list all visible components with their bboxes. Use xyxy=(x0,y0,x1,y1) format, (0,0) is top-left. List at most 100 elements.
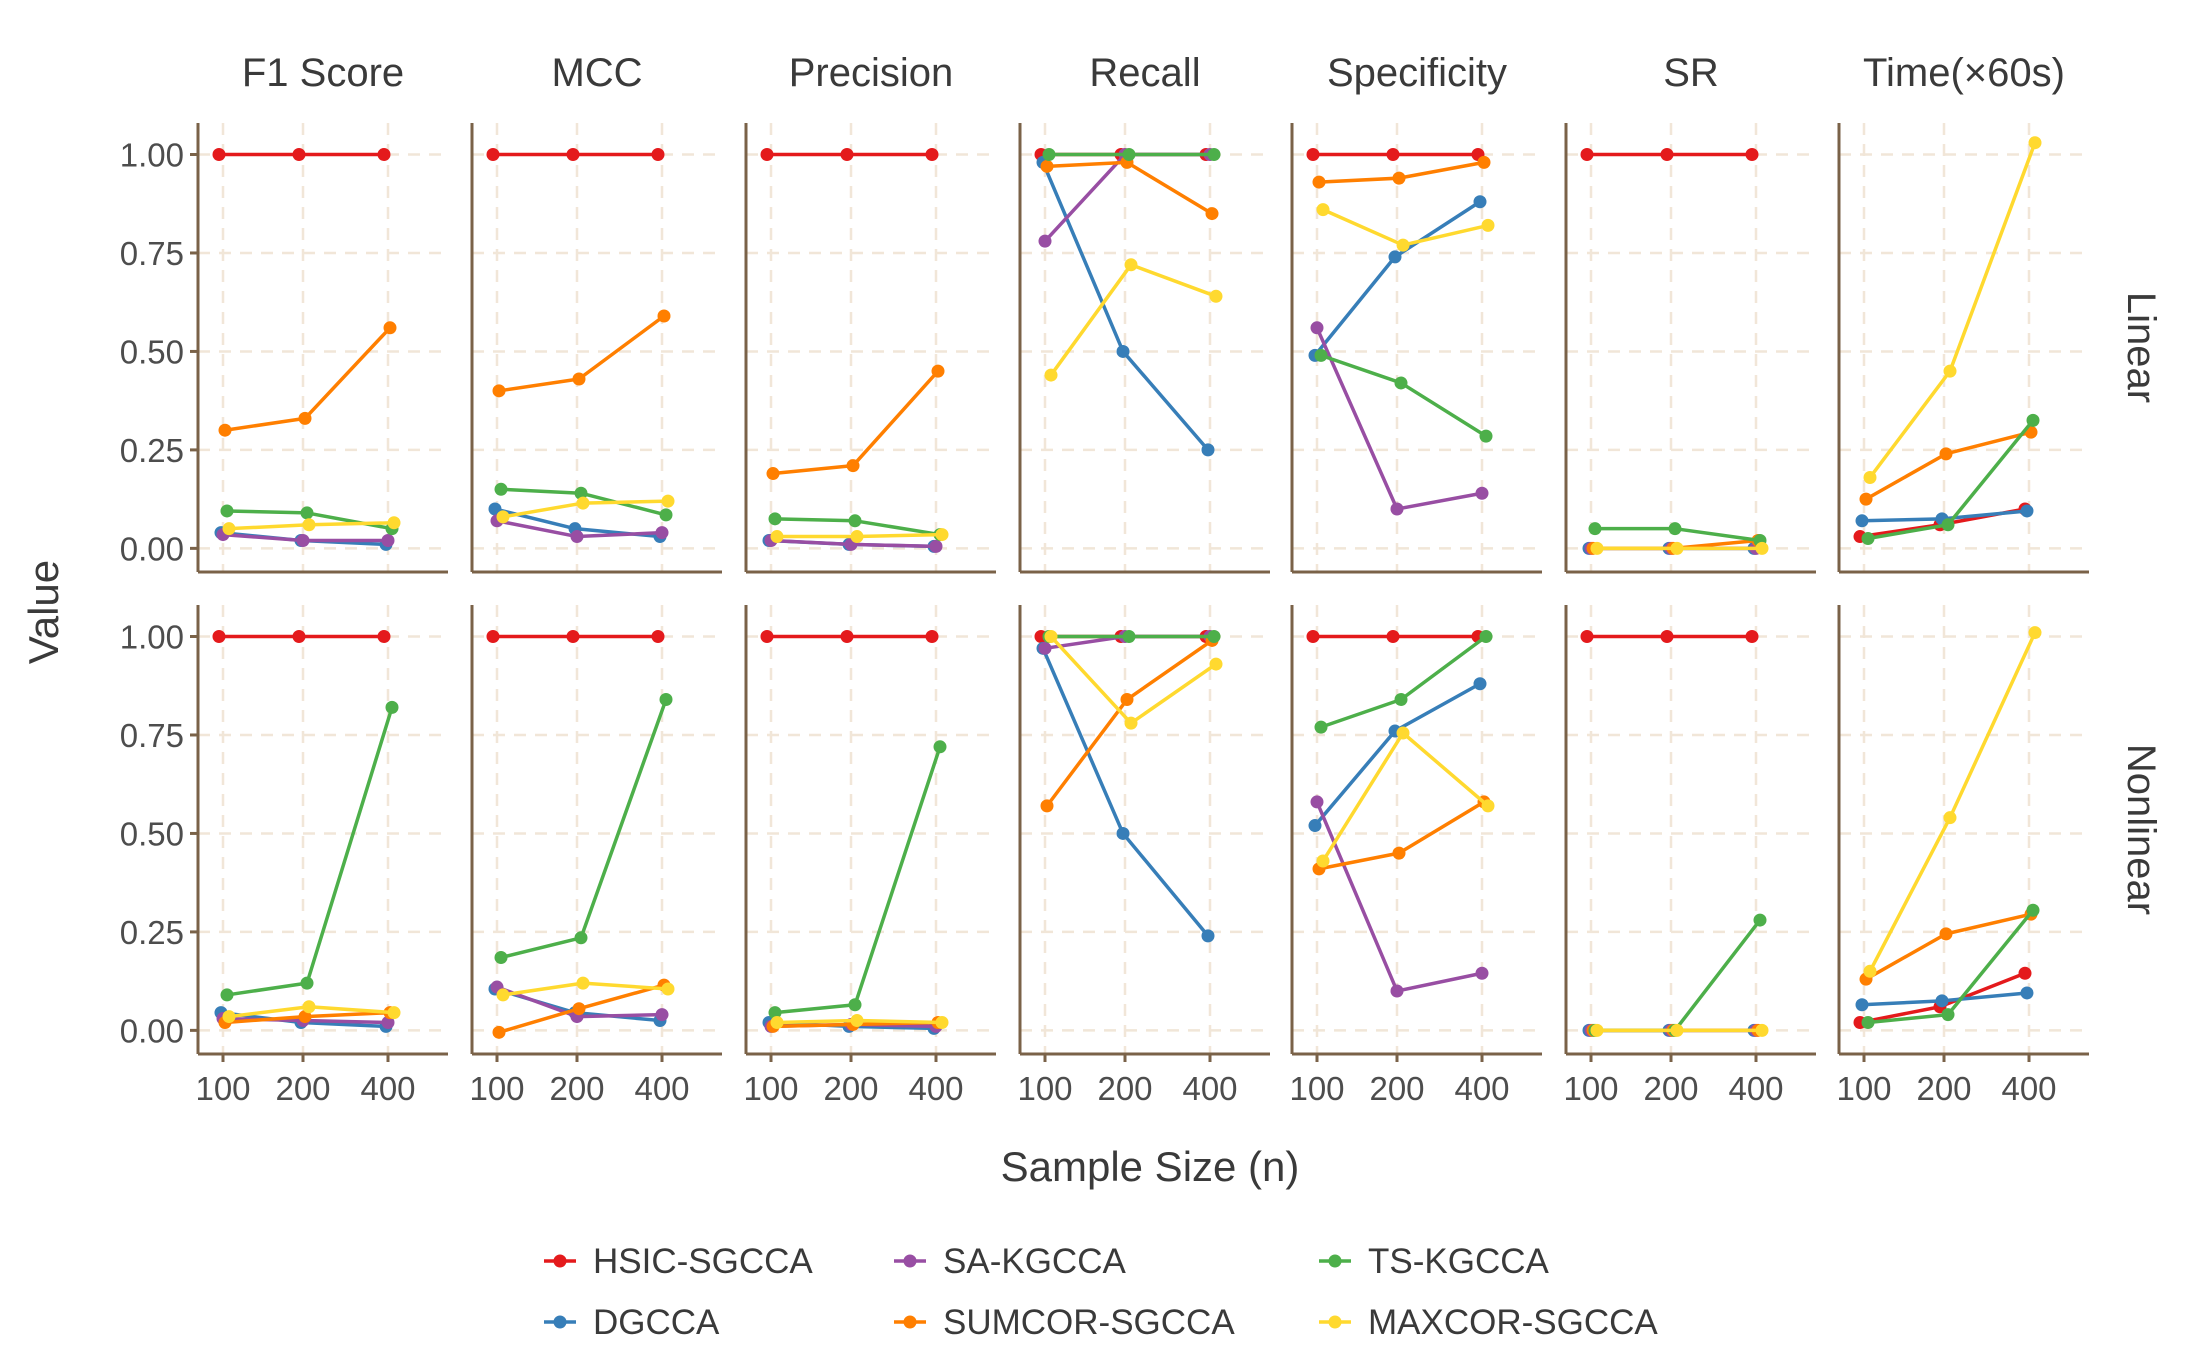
data-point-ts-kgcca xyxy=(1207,148,1221,162)
data-point-sumcor-sgcca xyxy=(298,1010,312,1024)
data-point-sa-kgcca xyxy=(1475,966,1489,980)
data-point-maxcor-sgcca xyxy=(1316,854,1330,868)
data-point-sa-kgcca xyxy=(1038,234,1052,248)
data-point-dgcca xyxy=(1388,250,1402,264)
data-point-hsic-sgcca xyxy=(566,148,580,162)
data-point-sumcor-sgcca xyxy=(492,1025,506,1039)
data-point-ts-kgcca xyxy=(1042,148,1056,162)
y-tick-label: 0.50 xyxy=(120,333,184,370)
data-point-maxcor-sgcca xyxy=(302,518,316,532)
series-line-sumcor-sgcca xyxy=(1046,160,1213,216)
data-point-hsic-sgcca xyxy=(566,630,580,644)
data-point-hsic-sgcca xyxy=(651,148,665,162)
data-point-ts-kgcca xyxy=(1861,1015,1875,1029)
data-point-ts-kgcca xyxy=(1122,630,1136,644)
data-point-hsic-sgcca xyxy=(1660,148,1674,162)
facet-label-f1-score: F1 Score xyxy=(242,51,404,95)
data-point-maxcor-sgcca xyxy=(935,528,949,542)
data-point-maxcor-sgcca xyxy=(1670,541,1684,555)
data-point-hsic-sgcca xyxy=(2018,966,2032,980)
data-point-ts-kgcca xyxy=(494,951,508,965)
series-line-ts-kgcca xyxy=(774,746,942,1015)
data-point-maxcor-sgcca xyxy=(1044,630,1058,644)
legend-label-sumcor-sgcca: SUMCOR-SGCCA xyxy=(943,1303,1235,1342)
x-tick-label: 200 xyxy=(1097,1070,1152,1107)
data-point-hsic-sgcca xyxy=(212,148,226,162)
x-tick-label: 400 xyxy=(1454,1070,1509,1107)
series-line-ts-kgcca xyxy=(1595,919,1762,1033)
data-point-dgcca xyxy=(1116,826,1130,840)
x-tick-label: 100 xyxy=(1836,1070,1891,1107)
data-point-ts-kgcca xyxy=(1479,429,1493,443)
data-point-maxcor-sgcca xyxy=(1124,258,1138,272)
data-point-ts-kgcca xyxy=(300,506,314,520)
x-tick-label: 100 xyxy=(1563,1070,1618,1107)
facet-label-precision: Precision xyxy=(789,51,954,95)
data-point-ts-kgcca xyxy=(1394,693,1408,707)
data-point-sumcor-sgcca xyxy=(931,364,945,378)
data-point-hsic-sgcca xyxy=(1660,630,1674,644)
data-point-sa-kgcca xyxy=(570,530,584,544)
data-point-maxcor-sgcca xyxy=(850,1014,864,1028)
data-point-maxcor-sgcca xyxy=(1943,364,1957,378)
data-point-sumcor-sgcca xyxy=(383,321,397,335)
legend-key-point xyxy=(1328,1254,1342,1268)
x-tick-label: 400 xyxy=(1182,1070,1237,1107)
data-point-sa-kgcca xyxy=(381,533,395,547)
data-point-sumcor-sgcca xyxy=(766,467,780,481)
x-tick-label: 100 xyxy=(1017,1070,1072,1107)
data-point-ts-kgcca xyxy=(1479,630,1493,644)
y-tick-label: 0.25 xyxy=(120,432,184,469)
series-line-sumcor-sgcca xyxy=(1865,912,2032,981)
data-point-maxcor-sgcca xyxy=(2028,136,2042,150)
data-point-sa-kgcca xyxy=(1038,641,1052,655)
x-tick-label: 200 xyxy=(549,1070,604,1107)
data-point-sa-kgcca xyxy=(381,1015,395,1029)
data-point-hsic-sgcca xyxy=(651,630,665,644)
data-point-ts-kgcca xyxy=(1588,522,1602,536)
data-point-dgcca xyxy=(1116,344,1130,358)
data-point-sumcor-sgcca xyxy=(657,309,671,323)
data-point-dgcca xyxy=(1935,994,1949,1008)
data-point-dgcca xyxy=(1473,677,1487,691)
series-line-ts-kgcca xyxy=(500,698,668,960)
facet-label-recall: Recall xyxy=(1089,51,1200,95)
data-point-sa-kgcca xyxy=(296,533,310,547)
data-point-ts-kgcca xyxy=(659,508,673,522)
data-point-maxcor-sgcca xyxy=(1209,657,1223,671)
data-point-ts-kgcca xyxy=(1122,148,1136,162)
data-point-hsic-sgcca xyxy=(377,148,391,162)
data-point-ts-kgcca xyxy=(848,514,862,528)
data-point-hsic-sgcca xyxy=(760,630,774,644)
data-point-hsic-sgcca xyxy=(840,148,854,162)
series-line-sumcor-sgcca xyxy=(772,369,940,476)
data-point-hsic-sgcca xyxy=(377,630,391,644)
data-point-sumcor-sgcca xyxy=(1205,207,1219,221)
data-point-hsic-sgcca xyxy=(486,630,500,644)
data-point-maxcor-sgcca xyxy=(302,1000,316,1014)
data-point-ts-kgcca xyxy=(220,504,234,518)
data-point-ts-kgcca xyxy=(1668,522,1682,536)
data-point-hsic-sgcca xyxy=(1745,148,1759,162)
legend-label-sa-kgcca: SA-KGCCA xyxy=(943,1242,1126,1281)
data-point-dgcca xyxy=(2020,504,2034,518)
legend-key-point xyxy=(903,1254,917,1268)
x-tick-label: 400 xyxy=(360,1070,415,1107)
data-point-sumcor-sgcca xyxy=(1859,492,1873,506)
data-point-maxcor-sgcca xyxy=(1863,964,1877,978)
legend-key-point xyxy=(903,1315,917,1329)
data-point-maxcor-sgcca xyxy=(1209,289,1223,303)
data-point-sumcor-sgcca xyxy=(1312,175,1326,189)
y-tick-label: 0.00 xyxy=(120,1012,184,1049)
data-point-maxcor-sgcca xyxy=(576,496,590,510)
data-point-maxcor-sgcca xyxy=(1124,716,1138,730)
y-tick-label: 0.75 xyxy=(120,717,184,754)
data-point-maxcor-sgcca xyxy=(2028,626,2042,640)
data-point-dgcca xyxy=(1855,998,1869,1012)
series-line-maxcor-sgcca xyxy=(1049,635,1217,725)
data-point-sumcor-sgcca xyxy=(846,459,860,473)
data-point-sumcor-sgcca xyxy=(1040,159,1054,173)
data-point-hsic-sgcca xyxy=(1386,148,1400,162)
legend-label-ts-kgcca: TS-KGCCA xyxy=(1368,1242,1550,1281)
